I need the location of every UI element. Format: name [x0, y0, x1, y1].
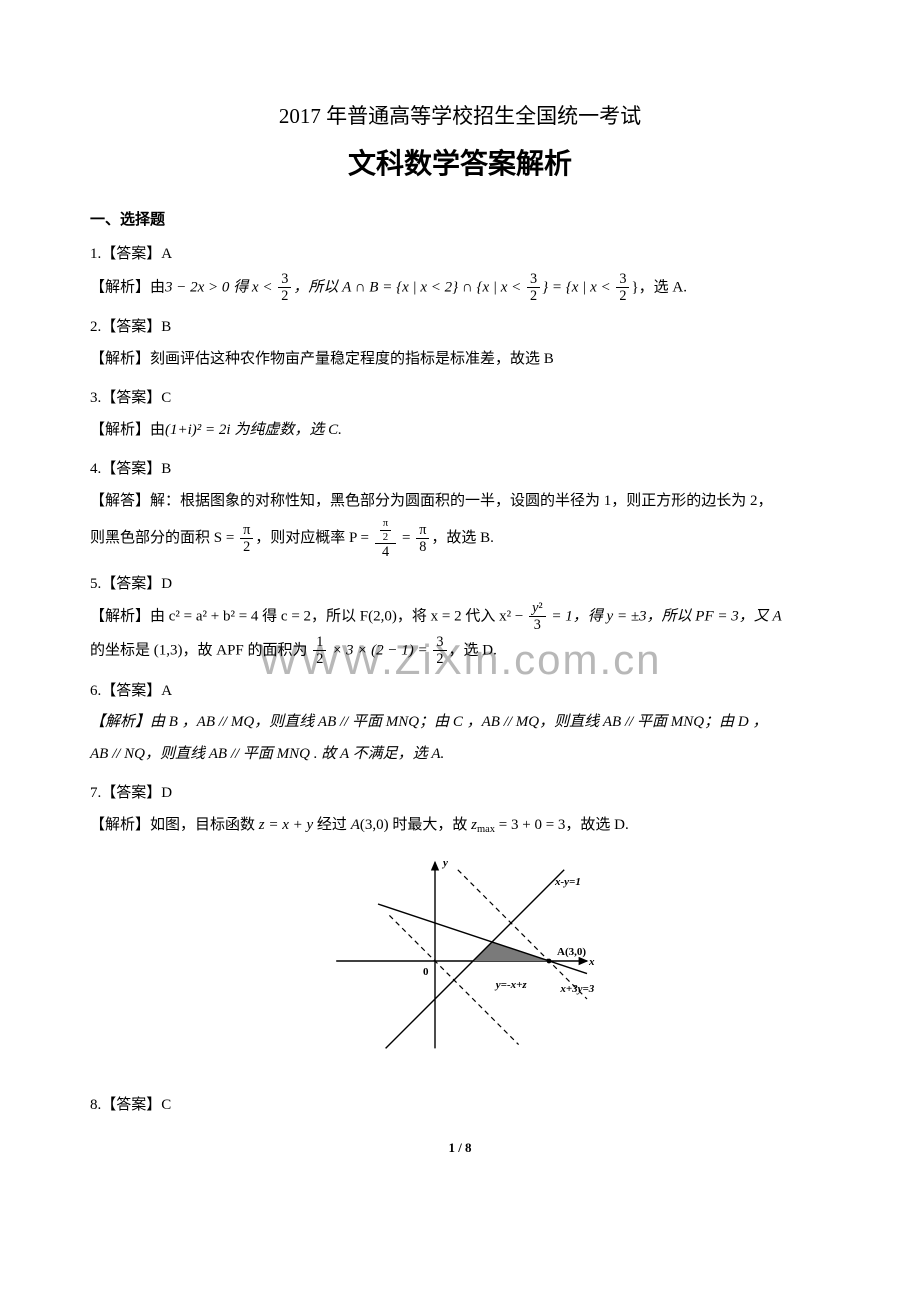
question-7: 7.【答案】D 【解析】如图，目标函数 z = x + y 经过 A(3,0) …	[90, 778, 830, 841]
question-3: 3.【答案】C 【解析】由(1+i)² = 2i 为纯虚数，选 C.	[90, 383, 830, 446]
svg-text:0: 0	[423, 966, 429, 978]
answer-header: 7.【答案】D	[90, 778, 830, 810]
explanation: 【解析】如图，目标函数 z = x + y 经过 A(3,0) 时最大，故 zm…	[90, 810, 830, 842]
answer-header: 5.【答案】D	[90, 569, 830, 601]
answer-header: 3.【答案】C	[90, 383, 830, 415]
answer-header: 6.【答案】A	[90, 676, 830, 708]
question-2: 2.【答案】B 【解析】刻画评估这种农作物亩产量稳定程度的指标是标准差，故选 B	[90, 312, 830, 375]
question-4: 4.【答案】B 【解答】解：根据图象的对称性知，黑色部分为圆面积的一半，设圆的半…	[90, 454, 830, 560]
explanation: 【解答】解：根据图象的对称性知，黑色部分为圆面积的一半，设圆的半径为 1，则正方…	[90, 486, 830, 518]
section-header: 一、选择题	[90, 208, 830, 229]
explanation: 【解析】由3 − 2x > 0 得 x < 32，所以 A ∩ B = {x |…	[90, 271, 830, 305]
exam-title: 2017 年普通高等学校招生全国统一考试	[90, 100, 830, 130]
svg-text:x+3y=3: x+3y=3	[559, 983, 594, 995]
answer-header: 2.【答案】B	[90, 312, 830, 344]
svg-text:x-y=1: x-y=1	[554, 876, 581, 888]
explanation-line2: AB // NQ，则直线 AB // 平面 MNQ . 故 A 不满足，选 A.	[90, 739, 830, 771]
svg-text:y=-x+z: y=-x+z	[494, 979, 528, 991]
question-5: 5.【答案】D 【解析】由 c² = a² + b² = 4 得 c = 2，所…	[90, 569, 830, 668]
q7-diagram: y x 0 x-y=1 A(3,0) y=-x+z x+3y=3	[90, 851, 830, 1066]
page-footer: 1 / 8	[90, 1140, 830, 1156]
explanation: 【解析】刻画评估这种农作物亩产量稳定程度的指标是标准差，故选 B	[90, 344, 830, 376]
answer-header: 1.【答案】A	[90, 239, 830, 271]
question-1: 1.【答案】A 【解析】由3 − 2x > 0 得 x < 32，所以 A ∩ …	[90, 239, 830, 304]
svg-text:y: y	[441, 857, 448, 869]
answer-header: 4.【答案】B	[90, 454, 830, 486]
explanation: 【解析】由 B ，AB // MQ，则直线 AB // 平面 MNQ；由 C ，…	[90, 707, 830, 739]
doc-title: 文科数学答案解析	[90, 142, 830, 182]
explanation-line2: 的坐标是 (1,3)，故 APF 的面积为 12 × 3 × (2 − 1) =…	[90, 634, 830, 668]
explanation: 【解析】由 c² = a² + b² = 4 得 c = 2，所以 F(2,0)…	[90, 600, 830, 634]
explanation-line2: 则黑色部分的面积 S = π2，则对应概率 P = π24 = π8，故选 B.	[90, 517, 830, 560]
question-8: 8.【答案】C	[90, 1090, 830, 1122]
explanation: 【解析】由(1+i)² = 2i 为纯虚数，选 C.	[90, 415, 830, 447]
svg-text:A(3,0): A(3,0)	[557, 946, 586, 958]
question-6: 6.【答案】A 【解析】由 B ，AB // MQ，则直线 AB // 平面 M…	[90, 676, 830, 771]
svg-text:x: x	[588, 956, 595, 968]
linear-programming-graph: y x 0 x-y=1 A(3,0) y=-x+z x+3y=3	[320, 851, 600, 1061]
answer-header: 8.【答案】C	[90, 1090, 830, 1122]
